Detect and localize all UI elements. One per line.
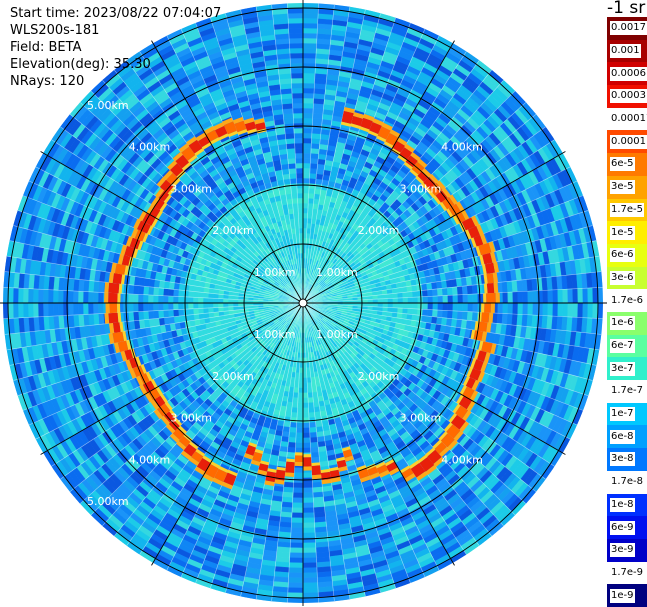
legend-swatch: 6e-6 [607, 243, 647, 268]
range-ring-label: 2.00km [212, 370, 254, 383]
range-ring-label: 1.00km [254, 328, 296, 341]
legend-swatch: 1.7e-5 [607, 198, 647, 222]
range-ring-label: 2.00km [358, 224, 400, 237]
legend-swatch: 1.7e-7 [607, 380, 647, 404]
nrays: NRays: 120 [10, 74, 85, 89]
range-ring-label: 1.00km [254, 266, 296, 279]
units-label: -1 sr [607, 0, 646, 18]
legend-label: 0.0003 [610, 89, 647, 104]
legend-label: 3e-6 [610, 270, 635, 285]
range-ring-label: 2.00km [358, 370, 400, 383]
legend-swatch: 3e-8 [607, 448, 647, 472]
legend-label: 3e-8 [610, 452, 635, 467]
legend-swatch: 3e-9 [607, 538, 647, 563]
field-name: Field: BETA [10, 40, 82, 55]
range-ring-label: 3.00km [400, 182, 442, 195]
range-ring-label: 5.00km [87, 99, 129, 112]
legend-label: 1e-8 [610, 497, 635, 512]
range-ring-label: 4.00km [441, 453, 483, 466]
legend-label: 1e-5 [610, 225, 635, 240]
backscatter-field [3, 3, 603, 603]
legend-swatch: 1.7e-8 [607, 470, 647, 495]
device-name: WLS200s-181 [10, 23, 100, 38]
legend-label: 1e-7 [610, 407, 635, 422]
legend-label: 1e-9 [610, 588, 635, 603]
legend-swatch: 0.0003 [607, 85, 647, 109]
legend-label: 1.7e-9 [610, 565, 645, 580]
legend-swatch: 6e-8 [607, 425, 647, 449]
legend-swatch: 1e-5 [607, 221, 647, 245]
range-ring-label: 1.00km [316, 328, 358, 341]
legend-label: 0.001 [610, 44, 641, 59]
range-ring-label: 4.00km [129, 453, 171, 466]
range-ring-label: 5.00km [87, 495, 129, 508]
color-legend: 0.0017 0.001 0.0006 0.0003 0.00017 0.0001 6e-5… [607, 17, 647, 607]
legend-label: 6e-5 [610, 157, 635, 172]
legend-label: 0.0001 [610, 134, 647, 149]
scan-info: Start time: 2023/08/22 07:04:07 WLS200s-… [10, 5, 221, 90]
legend-label: 1.7e-7 [610, 384, 645, 399]
legend-label: 1e-6 [610, 316, 635, 331]
range-ring-label: 2.00km [212, 224, 254, 237]
legend-label: 3e-7 [610, 361, 635, 376]
legend-label: 6e-7 [610, 339, 635, 354]
legend-swatch: 3e-5 [607, 175, 647, 200]
legend-swatch: 1.7e-9 [607, 561, 647, 585]
start-time: Start time: 2023/08/22 07:04:07 [10, 6, 222, 21]
legend-label: 1.7e-5 [610, 202, 645, 217]
legend-swatch: 0.0001 [607, 130, 647, 154]
legend-label: 3e-9 [610, 543, 635, 558]
legend-swatch: 0.001 [607, 39, 647, 63]
legend-swatch: 0.00017 [607, 107, 647, 131]
range-ring-label: 3.00km [170, 412, 212, 425]
legend-label: 3e-5 [610, 180, 635, 195]
range-ring-label: 4.00km [441, 141, 483, 154]
range-ring-label: 1.00km [316, 266, 358, 279]
legend-label: 6e-9 [610, 520, 635, 535]
legend-label: 6e-6 [610, 248, 635, 263]
legend-label: 0.00017 [610, 112, 647, 127]
legend-swatch: 3e-6 [607, 266, 647, 290]
legend-swatch: 6e-7 [607, 334, 647, 358]
legend-swatch: 6e-5 [607, 153, 647, 177]
range-grid [0, 0, 607, 606]
legend-swatch: 1e-7 [607, 402, 647, 426]
legend-swatch: 0.0006 [607, 62, 647, 86]
elevation: Elevation(deg): 35.30 [10, 57, 151, 72]
legend-swatch: 6e-9 [607, 516, 647, 540]
legend-label: 6e-8 [610, 429, 635, 444]
legend-swatch: 1e-9 [607, 584, 647, 607]
legend-swatch: 1e-6 [607, 312, 647, 336]
legend-swatch: 3e-7 [607, 357, 647, 381]
legend-label: 0.0006 [610, 66, 647, 81]
range-labels: 1.00km 2.00km 3.00km 4.00km 5.00km 1.00km 2.00… [87, 99, 483, 508]
range-ring-label: 4.00km [129, 141, 171, 154]
legend-label: 1.7e-6 [610, 293, 645, 308]
range-ring-label: 3.00km [400, 412, 442, 425]
legend-label: 0.0017 [610, 21, 647, 36]
legend-label: 1.7e-8 [610, 475, 645, 490]
legend-swatch: 0.0017 [607, 17, 647, 41]
legend-swatch: 1.7e-6 [607, 289, 647, 313]
range-ring-label: 3.00km [170, 182, 212, 195]
legend-swatch: 1e-8 [607, 493, 647, 517]
